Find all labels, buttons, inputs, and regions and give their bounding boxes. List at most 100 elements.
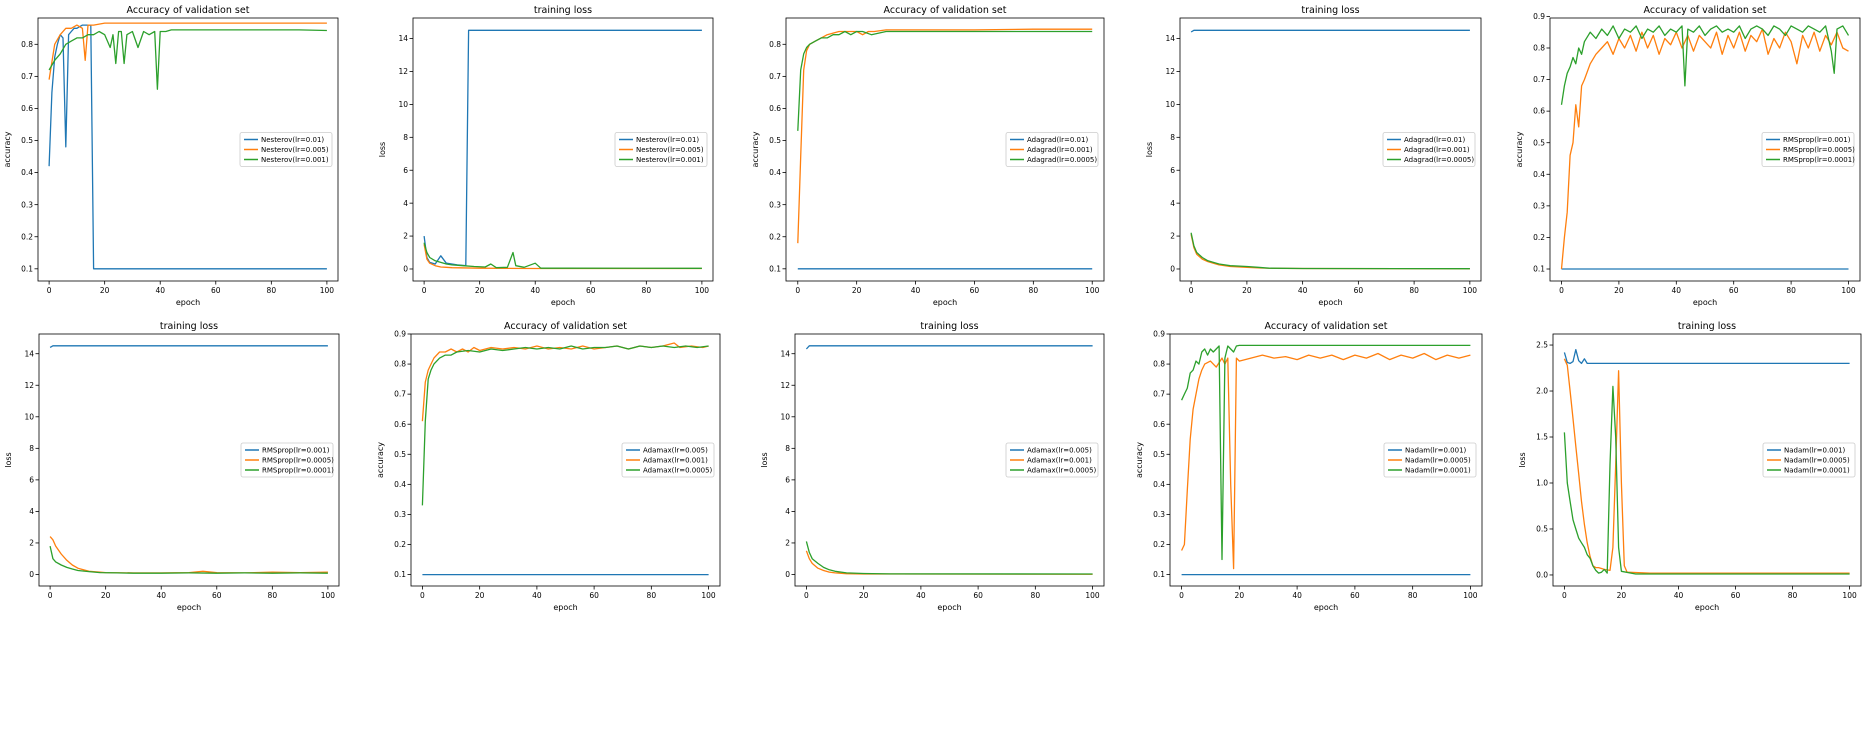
chart-panel-1: Accuracy of validation set 0 20 40 60 80 100 0.…	[3, 5, 339, 307]
chart-title: Accuracy of validation set	[884, 5, 1007, 16]
x-tick-label: 0	[422, 286, 427, 295]
y-tick-label: 0.9	[1533, 12, 1545, 21]
x-tick-label: 100	[1842, 591, 1857, 600]
x-tick-label: 40	[1672, 286, 1682, 295]
x-tick-label: 20	[101, 591, 111, 600]
y-tick-label: 0.7	[769, 72, 781, 81]
legend-entry: Adagrad(lr=0.01)	[1027, 136, 1088, 144]
legend-entry: Nadam(lr=0.001)	[1784, 447, 1846, 455]
series-line-2	[1190, 234, 1470, 270]
y-tick-label: 0.2	[1533, 233, 1545, 242]
chart-panel-8: training loss 0 20 40 60 80 100 0 2 4 6 8 10 12 14 epoc…	[760, 321, 1105, 612]
series-line-2	[421, 342, 709, 422]
y-tick-label: 0.7	[1533, 75, 1545, 84]
y-tick-label: 4	[1170, 199, 1175, 208]
series-line-3	[1190, 232, 1470, 270]
x-tick-label: 80	[1031, 591, 1041, 600]
x-axis-label: epoch	[1693, 298, 1717, 307]
chart-panel-6: training loss 0 20 40 60 80 100 0 2 4 6 8 10 12 14 epoc…	[4, 321, 340, 612]
chart-title: training loss	[920, 321, 978, 332]
x-tick-label: 60	[586, 286, 596, 295]
y-tick-label: 4	[785, 507, 790, 516]
legend-box	[239, 132, 333, 167]
x-tick-label: 60	[211, 286, 221, 295]
x-tick-label: 60	[1729, 286, 1739, 295]
legend-entry: Nesterov(lr=0.001)	[261, 156, 329, 164]
y-tick-label: 10	[780, 412, 790, 421]
legend-entry: Adamax(lr=0.005)	[643, 447, 708, 455]
series-line-3	[423, 242, 702, 269]
y-tick-label: 0.8	[769, 40, 781, 49]
x-axis-label: epoch	[1314, 603, 1338, 612]
x-tick-label: 40	[530, 286, 540, 295]
y-tick-label: 0.1	[394, 570, 406, 579]
y-axis-label: accuracy	[3, 131, 12, 167]
x-tick-label: 20	[1242, 286, 1252, 295]
y-tick-label: 0.3	[1533, 201, 1545, 210]
chart-title: training loss	[1301, 5, 1359, 16]
y-tick-label: 2.5	[1536, 341, 1548, 350]
y-axis-label: loss	[4, 452, 13, 467]
x-tick-label: 60	[1350, 591, 1360, 600]
x-axis-label: epoch	[551, 298, 575, 307]
legend-entry: Nadam(lr=0.0001)	[1784, 467, 1850, 475]
legend-box	[614, 132, 708, 167]
x-tick-label: 100	[320, 286, 335, 295]
series-line-3	[797, 30, 1093, 131]
y-tick-label: 0.5	[21, 136, 33, 145]
x-tick-label: 80	[1409, 286, 1419, 295]
y-axis-label: accuracy	[376, 442, 385, 478]
legend-entry: Nesterov(lr=0.005)	[261, 146, 329, 154]
y-tick-label: 0.4	[769, 168, 781, 177]
x-tick-label: 0	[1189, 286, 1194, 295]
legend-box	[1005, 442, 1099, 478]
legend-box	[1382, 132, 1476, 167]
legend: Adamax(lr=0.005) Adamax(lr=0.001) Adamax(l…	[1005, 442, 1099, 478]
x-tick-label: 20	[475, 591, 485, 600]
y-tick-label: 0.2	[21, 232, 33, 241]
y-tick-label: 12	[24, 381, 34, 390]
legend-entry: Adagrad(lr=0.001)	[1404, 146, 1470, 154]
x-tick-label: 20	[852, 286, 862, 295]
x-tick-label: 40	[532, 591, 542, 600]
y-axis-label: loss	[1518, 452, 1527, 467]
y-tick-label: 14	[24, 349, 34, 358]
chart-title: training loss	[1678, 321, 1736, 332]
y-tick-label: 6	[29, 475, 34, 484]
legend-box	[1005, 132, 1099, 167]
y-tick-label: 0.3	[769, 200, 781, 209]
series-line-1	[1190, 29, 1470, 33]
y-tick-label: 0.8	[21, 40, 33, 49]
y-tick-label: 0.4	[1533, 170, 1545, 179]
legend-entry: Nesterov(lr=0.001)	[636, 156, 704, 164]
y-tick-label: 0.8	[394, 360, 406, 369]
y-tick-label: 2	[785, 539, 790, 548]
chart-panel-5: Accuracy of validation set 0 20 40 60 80 100 0.…	[1515, 5, 1861, 307]
y-tick-label: 0.6	[394, 420, 406, 429]
legend-entry: Nesterov(lr=0.005)	[636, 146, 704, 154]
y-tick-label: 4	[403, 199, 408, 208]
x-tick-label: 20	[1614, 286, 1624, 295]
chart-title: training loss	[160, 321, 218, 332]
series-line-3	[48, 29, 327, 90]
series-line-3	[1563, 385, 1850, 575]
legend: Adagrad(lr=0.01) Adagrad(lr=0.001) Adagrad…	[1382, 132, 1476, 167]
legend-entry: Adagrad(lr=0.0005)	[1027, 156, 1097, 164]
y-tick-label: 14	[780, 349, 790, 358]
legend-entry: Adamax(lr=0.005)	[1027, 447, 1092, 455]
y-tick-label: 6	[1170, 166, 1175, 175]
y-tick-label: 0.6	[1533, 107, 1545, 116]
y-tick-label: 1.0	[1536, 479, 1548, 488]
plot-frame	[38, 333, 340, 587]
plot-frame	[1552, 333, 1862, 587]
x-axis-label: epoch	[1695, 603, 1719, 612]
series-line-1	[49, 345, 328, 348]
x-tick-label: 40	[1292, 591, 1302, 600]
series-line-2	[805, 550, 1093, 575]
legend-entry: RMSprop(lr=0.0005)	[1783, 146, 1855, 154]
x-tick-label: 80	[1408, 591, 1418, 600]
chart-panel-4: training loss 0 20 40 60 80 100 0 2 4 6 8 10 12 14 epoc…	[1145, 5, 1482, 307]
x-axis-label: epoch	[553, 603, 577, 612]
chart-panel-10: training loss 0 20 40 60 80 100 0.0 0.5 1.0 1.5 2.0…	[1518, 321, 1862, 612]
y-tick-label: 0.0	[1536, 571, 1548, 580]
